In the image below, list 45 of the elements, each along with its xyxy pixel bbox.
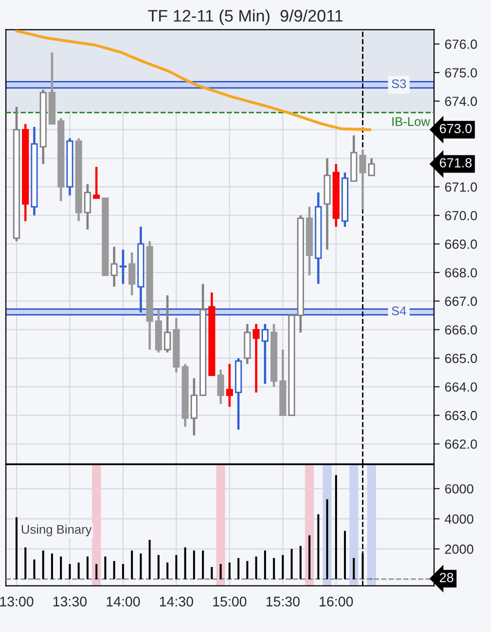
candlestick bbox=[226, 362, 233, 408]
x-tick-label: 15:00 bbox=[213, 596, 246, 606]
candlestick bbox=[217, 368, 224, 406]
candlestick bbox=[128, 251, 136, 296]
candlestick bbox=[92, 166, 100, 200]
y-tick-label: 665.0 bbox=[445, 354, 477, 364]
x-tick-label: 16:00 bbox=[320, 596, 353, 606]
candlestick bbox=[359, 148, 366, 211]
y-tick-label: 676.0 bbox=[445, 40, 477, 49]
y-tick-label: 670.0 bbox=[445, 210, 477, 220]
candlestick bbox=[262, 322, 268, 386]
y-tick-label: 4000 bbox=[444, 514, 474, 524]
y-tick-label: 2000 bbox=[445, 544, 474, 554]
y-tick-label: 666.0 bbox=[445, 325, 477, 335]
candlestick bbox=[252, 322, 260, 394]
candlestick bbox=[110, 246, 118, 288]
y-tick-label: 674.0 bbox=[445, 96, 477, 106]
x-tick-label: 13:00 bbox=[0, 596, 34, 606]
candlestick bbox=[368, 157, 376, 176]
band-label: S4 bbox=[392, 306, 406, 316]
y-tick-label: 669.0 bbox=[445, 240, 477, 249]
candlestick bbox=[164, 294, 171, 354]
y-tick-label: 675.0 bbox=[445, 68, 477, 78]
text: 28 bbox=[440, 572, 454, 582]
y-tick-label: 671.0 bbox=[445, 182, 477, 192]
text: 671.8 bbox=[440, 158, 472, 168]
annotation: Using Binary bbox=[22, 524, 92, 536]
x-tick-label: 15:30 bbox=[266, 596, 300, 606]
y-tick-label: 663.0 bbox=[445, 410, 477, 420]
y-tick-label: 667.0 bbox=[445, 296, 477, 306]
y-tick-label: 6000 bbox=[445, 484, 474, 494]
x-tick-label: 14:00 bbox=[106, 596, 140, 606]
ref-line-label: IB-Low bbox=[392, 117, 430, 126]
x-tick-label: 14:30 bbox=[160, 596, 194, 606]
candlestick bbox=[190, 377, 198, 436]
candlestick bbox=[84, 182, 91, 231]
x-tick-label: 13:30 bbox=[53, 596, 87, 606]
y-tick-label: 668.0 bbox=[445, 268, 477, 278]
candlestick bbox=[120, 248, 126, 286]
y-tick-label: 662.0 bbox=[445, 439, 477, 449]
chart-title: TF 12-11 (5 Min) 9/9/2011 bbox=[148, 9, 343, 26]
band-label: S3 bbox=[392, 79, 406, 88]
line-series bbox=[15, 30, 372, 132]
y-tick-label: 664.0 bbox=[445, 382, 477, 392]
text: 673.0 bbox=[440, 124, 472, 134]
